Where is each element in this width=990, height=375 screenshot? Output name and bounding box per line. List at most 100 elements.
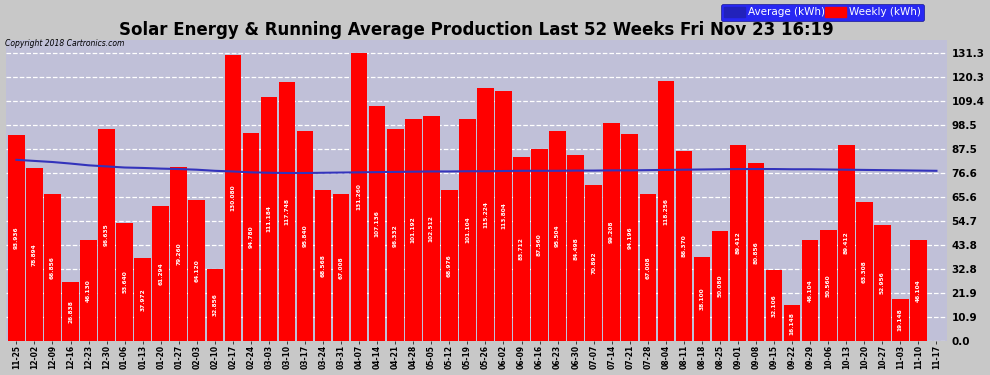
Text: 89.412: 89.412 bbox=[843, 231, 848, 254]
Bar bbox=[442, 189, 457, 341]
Text: 32.106: 32.106 bbox=[771, 294, 776, 317]
Text: 118.256: 118.256 bbox=[663, 198, 668, 225]
Bar bbox=[170, 167, 187, 341]
Bar bbox=[350, 53, 367, 341]
Bar bbox=[387, 129, 404, 341]
Text: 95.504: 95.504 bbox=[555, 225, 560, 248]
Text: 94.196: 94.196 bbox=[628, 226, 633, 249]
Text: 99.208: 99.208 bbox=[609, 221, 614, 243]
Bar bbox=[405, 119, 422, 341]
Text: 79.260: 79.260 bbox=[176, 243, 181, 265]
Text: 102.512: 102.512 bbox=[429, 215, 434, 242]
Bar bbox=[567, 156, 584, 341]
Bar bbox=[892, 299, 909, 341]
Bar bbox=[495, 91, 512, 341]
Text: 117.748: 117.748 bbox=[284, 198, 289, 225]
Text: 89.412: 89.412 bbox=[736, 231, 741, 254]
Bar bbox=[62, 282, 79, 341]
Bar bbox=[874, 225, 891, 341]
Bar bbox=[297, 130, 313, 341]
Bar bbox=[459, 119, 476, 341]
Text: 84.498: 84.498 bbox=[573, 237, 578, 260]
Bar bbox=[910, 240, 927, 341]
Text: 61.294: 61.294 bbox=[158, 262, 163, 285]
Bar bbox=[26, 168, 43, 341]
Bar bbox=[784, 306, 801, 341]
Bar bbox=[423, 116, 440, 341]
Text: 68.568: 68.568 bbox=[321, 254, 326, 277]
Text: 131.260: 131.260 bbox=[356, 183, 361, 210]
Text: 52.956: 52.956 bbox=[880, 272, 885, 294]
Text: 96.635: 96.635 bbox=[104, 224, 109, 246]
Text: 111.184: 111.184 bbox=[266, 206, 271, 232]
Text: 93.936: 93.936 bbox=[14, 226, 19, 249]
Bar bbox=[207, 269, 223, 341]
Bar bbox=[369, 106, 385, 341]
Bar bbox=[802, 240, 819, 341]
Bar bbox=[333, 194, 349, 341]
Text: 96.332: 96.332 bbox=[393, 224, 398, 246]
Bar bbox=[604, 123, 620, 341]
Bar bbox=[80, 240, 97, 341]
Text: 101.104: 101.104 bbox=[465, 217, 470, 243]
Bar bbox=[279, 82, 295, 341]
Text: 87.560: 87.560 bbox=[537, 233, 543, 256]
Bar bbox=[188, 200, 205, 341]
Bar bbox=[694, 257, 710, 341]
Text: 46.130: 46.130 bbox=[86, 279, 91, 302]
Bar bbox=[820, 230, 837, 341]
Bar bbox=[712, 231, 729, 341]
Text: 78.894: 78.894 bbox=[32, 243, 37, 266]
Bar bbox=[585, 185, 602, 341]
Text: 26.838: 26.838 bbox=[68, 300, 73, 323]
Bar bbox=[152, 206, 169, 341]
Text: 70.892: 70.892 bbox=[591, 252, 596, 274]
Text: 46.104: 46.104 bbox=[916, 279, 921, 302]
Bar bbox=[260, 97, 277, 341]
Text: 80.856: 80.856 bbox=[753, 241, 758, 264]
Bar bbox=[549, 131, 566, 341]
Bar bbox=[225, 56, 242, 341]
Text: 46.104: 46.104 bbox=[808, 279, 813, 302]
Bar bbox=[640, 194, 656, 341]
Text: 115.224: 115.224 bbox=[483, 201, 488, 228]
Text: 37.972: 37.972 bbox=[141, 288, 146, 310]
Bar bbox=[532, 149, 547, 341]
Bar bbox=[856, 202, 872, 341]
Text: 113.804: 113.804 bbox=[501, 202, 506, 229]
Bar bbox=[8, 135, 25, 341]
Text: 107.136: 107.136 bbox=[374, 210, 380, 237]
Text: 130.080: 130.080 bbox=[231, 185, 236, 211]
Bar bbox=[838, 145, 854, 341]
Bar bbox=[243, 133, 259, 341]
Legend: Average (kWh), Weekly (kWh): Average (kWh), Weekly (kWh) bbox=[721, 4, 924, 21]
Bar bbox=[98, 129, 115, 341]
Text: 83.712: 83.712 bbox=[519, 238, 524, 261]
Text: 19.148: 19.148 bbox=[898, 309, 903, 331]
Bar bbox=[675, 152, 692, 341]
Text: 95.840: 95.840 bbox=[303, 224, 308, 247]
Bar bbox=[135, 258, 150, 341]
Text: 53.640: 53.640 bbox=[122, 271, 127, 293]
Bar bbox=[730, 145, 746, 341]
Text: 32.856: 32.856 bbox=[212, 293, 218, 316]
Text: 63.308: 63.308 bbox=[861, 260, 867, 283]
Text: 86.370: 86.370 bbox=[681, 235, 686, 258]
Bar bbox=[315, 190, 332, 341]
Bar bbox=[747, 164, 764, 341]
Text: 16.148: 16.148 bbox=[790, 312, 795, 334]
Text: 94.780: 94.780 bbox=[248, 226, 253, 248]
Text: 67.008: 67.008 bbox=[339, 256, 344, 279]
Bar bbox=[622, 134, 639, 341]
Text: 50.080: 50.080 bbox=[718, 275, 723, 297]
Text: 50.560: 50.560 bbox=[826, 274, 831, 297]
Text: 67.008: 67.008 bbox=[645, 256, 650, 279]
Bar bbox=[45, 194, 60, 341]
Bar bbox=[766, 270, 782, 341]
Text: Copyright 2018 Cartronics.com: Copyright 2018 Cartronics.com bbox=[5, 39, 125, 48]
Bar bbox=[657, 81, 674, 341]
Bar bbox=[513, 157, 530, 341]
Bar bbox=[477, 88, 494, 341]
Text: 64.120: 64.120 bbox=[194, 259, 199, 282]
Text: 66.856: 66.856 bbox=[50, 256, 55, 279]
